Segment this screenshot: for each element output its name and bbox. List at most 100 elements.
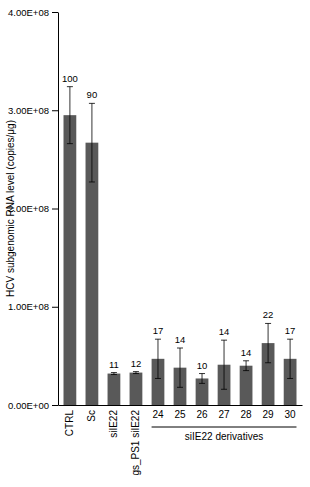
bar [64, 115, 77, 405]
error-stem [157, 339, 158, 378]
error-cap [155, 339, 161, 340]
error-cap [111, 372, 117, 373]
x-tick-label: gs_PS1 siIE22 [130, 410, 141, 476]
error-stem [91, 103, 92, 182]
x-tick-label: 26 [196, 409, 208, 420]
error-bar [177, 348, 183, 387]
error-cap [287, 339, 293, 340]
chart: 0.00E+00 1.00E+08 2.00E+08 3.00E+08 4.00E+08… [0, 0, 310, 487]
x-tick: 29 [263, 409, 275, 420]
y-tick: 4.00E+08 [8, 7, 58, 18]
x-tick: 27 [218, 409, 230, 420]
error-bar [155, 339, 161, 378]
error-bar [287, 339, 293, 378]
y-tick-mark [52, 12, 58, 13]
annotation: 14 [219, 326, 230, 337]
y-axis: 0.00E+00 1.00E+08 2.00E+08 3.00E+08 4.00E+08 [8, 7, 58, 411]
bar [240, 366, 253, 405]
error-cap [199, 383, 205, 384]
y-tick: 1.00E+08 [8, 301, 58, 312]
error-bar [111, 373, 117, 375]
x-tick-label: 28 [241, 409, 253, 420]
y-tick-mark [52, 307, 58, 308]
error-cap [199, 373, 205, 374]
x-tick: Sc [86, 410, 97, 422]
error-cap [89, 103, 95, 104]
annotation: 17 [285, 325, 296, 336]
y-tick-mark [52, 209, 58, 210]
error-bar [133, 372, 139, 374]
error-cap [243, 360, 249, 361]
error-bar [199, 374, 205, 384]
x-tick: siIE22 [108, 410, 119, 438]
x-tick: 26 [196, 409, 208, 420]
error-stem [290, 339, 291, 378]
group-bracket [152, 427, 297, 428]
error-stem [180, 348, 181, 387]
y-tick-label: 4.00E+08 [8, 7, 49, 18]
y-tick-label: 0.00E+00 [8, 400, 49, 411]
annotation: 11 [109, 359, 119, 370]
x-tick-label: 27 [218, 409, 230, 420]
annotation: 90 [87, 89, 98, 100]
error-stem [268, 323, 269, 362]
error-cap [265, 362, 271, 363]
annotation: 14 [175, 334, 186, 345]
y-tick: 3.00E+08 [8, 105, 58, 116]
y-axis-title: HCV subgenomic RNA level (copies/μg) [5, 120, 16, 297]
error-stem [202, 374, 203, 384]
error-cap [111, 374, 117, 375]
error-bar [265, 323, 271, 362]
annotation: 12 [131, 358, 142, 369]
error-cap [221, 340, 227, 341]
error-cap [89, 181, 95, 182]
x-tick: CTRL [64, 410, 75, 437]
group-label: siIE22 derivatives [185, 431, 263, 442]
error-cap [67, 86, 73, 87]
x-tick-label: Sc [86, 410, 97, 422]
y-tick-mark [52, 405, 58, 406]
bar [108, 374, 121, 405]
error-stem [69, 87, 70, 144]
error-cap [287, 378, 293, 379]
annotation: 10 [197, 360, 208, 371]
plot: 0.00E+00 1.00E+08 2.00E+08 3.00E+08 4.00E+08… [8, 7, 302, 476]
x-tick-label: 30 [285, 409, 297, 420]
error-cap [133, 371, 139, 372]
x-axis-line [59, 405, 303, 406]
x-tick-label: 25 [174, 409, 186, 420]
x-tick-label: siIE22 [108, 410, 119, 438]
error-stem [246, 361, 247, 371]
y-tick: 0.00E+00 [8, 400, 58, 411]
x-tick: 28 [241, 409, 253, 420]
y-axis-line [58, 13, 59, 406]
x-tick-label: 29 [263, 409, 275, 420]
error-cap [221, 389, 227, 390]
error-bar [67, 87, 73, 144]
y-tick-label: 1.00E+08 [8, 301, 49, 312]
x-tick-label: 24 [152, 409, 164, 420]
y-tick-label: 3.00E+08 [8, 105, 49, 116]
x-tick: 25 [174, 409, 186, 420]
y-tick: 2.00E+08 [8, 203, 58, 214]
error-cap [243, 370, 249, 371]
error-cap [265, 323, 271, 324]
error-bar [221, 340, 227, 389]
error-stem [224, 340, 225, 389]
error-cap [177, 387, 183, 388]
error-bar [89, 103, 95, 182]
annotation: 17 [153, 325, 164, 336]
error-bar [243, 361, 249, 371]
annotation: 14 [241, 347, 252, 358]
bar [130, 373, 143, 405]
x-tick: 24 [152, 409, 164, 420]
x-tick: 30 [285, 409, 297, 420]
error-cap [155, 378, 161, 379]
y-tick-mark [52, 110, 58, 111]
annotation: 22 [263, 309, 274, 320]
error-cap [133, 373, 139, 374]
error-cap [67, 143, 73, 144]
marks [64, 87, 297, 405]
x-tick: gs_PS1 siIE22 [130, 410, 141, 476]
annotation: 100 [62, 73, 78, 84]
